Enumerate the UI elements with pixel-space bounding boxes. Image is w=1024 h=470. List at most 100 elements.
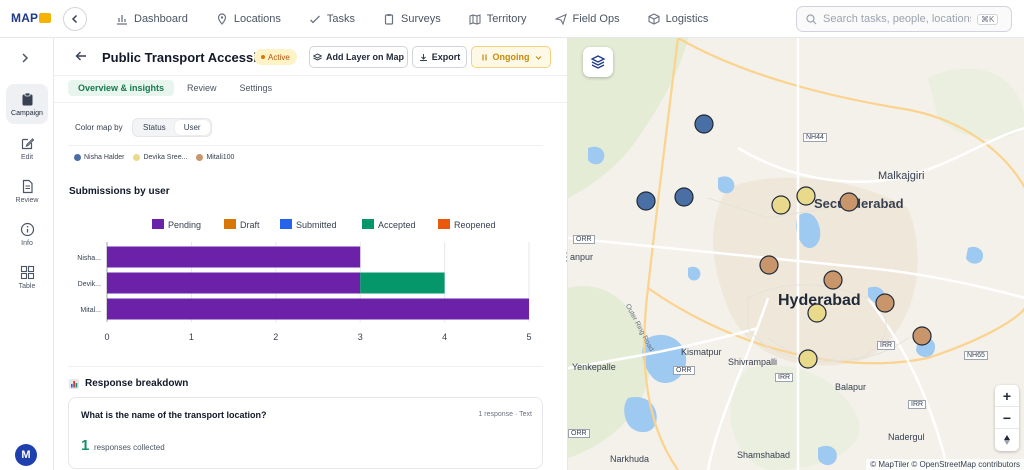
expand-rail-button[interactable] <box>19 52 31 67</box>
panel-resize-handle[interactable] <box>563 250 570 264</box>
nav-territory[interactable]: Territory <box>469 13 527 25</box>
bar-segment <box>107 298 529 320</box>
panel-tabs: Overview & insights Review Settings <box>68 80 282 96</box>
y-tick-label: Mital... <box>80 307 101 314</box>
edit-icon <box>21 137 34 149</box>
back-arrow-button[interactable] <box>75 50 87 65</box>
map-marker-mitali[interactable] <box>912 326 932 346</box>
map-label: Narkhuda <box>610 454 650 464</box>
map-marker-nisha[interactable] <box>674 187 694 207</box>
status-badge: Active <box>254 49 297 65</box>
bar-chart-icon <box>117 15 127 25</box>
add-layer-button[interactable]: Add Layer on Map <box>309 46 408 68</box>
map-label: anpur <box>570 252 594 262</box>
layers-icon <box>312 52 322 61</box>
layers-icon <box>590 55 606 69</box>
road-shield: NH65 <box>964 351 988 360</box>
map-label: Malkajgiri <box>878 170 925 182</box>
color-map-user-option[interactable]: User <box>174 120 210 135</box>
clipboard-icon <box>22 92 32 105</box>
page-title: Public Transport Accessib... <box>102 50 276 65</box>
x-tick-label: 0 <box>104 332 109 342</box>
nav-logistics[interactable]: Logistics <box>648 13 708 25</box>
global-search[interactable]: ⌘K <box>796 6 1012 32</box>
map-label: Hyderabad <box>778 292 861 309</box>
submissions-title: Submissions by user <box>69 186 170 197</box>
map-marker-mitali[interactable] <box>759 255 779 275</box>
search-shortcut: ⌘K <box>977 13 999 25</box>
tab-overview[interactable]: Overview & insights <box>68 80 175 96</box>
legend-label: Reopened <box>454 220 496 230</box>
map-marker-mitali[interactable] <box>839 192 859 212</box>
nav-locations[interactable]: Locations <box>216 13 281 25</box>
tab-settings[interactable]: Settings <box>239 83 273 93</box>
divider <box>54 102 567 103</box>
road-shield: ORR <box>573 235 595 244</box>
user-legend-item: Mitali100 <box>196 154 234 161</box>
marker-layer <box>636 114 932 369</box>
color-map-label: Color map by <box>75 123 123 132</box>
map-label: Shivrampalli <box>728 357 778 367</box>
map-label: Secunderabad <box>814 196 904 211</box>
app-logo[interactable]: MAP <box>11 11 52 25</box>
legend-label: Draft <box>240 220 260 230</box>
bar-chart-icon <box>69 378 79 389</box>
question-card[interactable]: What is the name of the transport locati… <box>68 397 543 469</box>
phase-dropdown[interactable]: Ongoing <box>471 46 551 68</box>
nav-surveys[interactable]: Surveys <box>383 13 441 25</box>
reset-north-button[interactable] <box>995 429 1019 451</box>
legend-swatch <box>280 219 292 229</box>
nav-dashboard[interactable]: Dashboard <box>116 13 188 25</box>
legend-label: Submitted <box>296 220 337 230</box>
map-marker-nisha[interactable] <box>694 114 714 134</box>
question-text: What is the name of the transport locati… <box>81 410 267 420</box>
download-icon <box>419 53 427 61</box>
user-color-dot <box>133 154 141 161</box>
x-tick-label: 1 <box>189 332 194 342</box>
bar-segment <box>107 272 361 294</box>
map-marker-mitali[interactable] <box>875 293 895 313</box>
grid-icon <box>20 265 34 279</box>
nav-field-ops[interactable]: Field Ops <box>554 13 620 25</box>
question-meta: 1 response · Text <box>478 411 532 418</box>
rail-item-review[interactable]: Review <box>6 171 48 211</box>
map-zoom-controls: + − <box>995 385 1019 451</box>
legend-swatch <box>438 219 450 229</box>
panel-header: Public Transport Accessib... Active Add … <box>54 38 567 76</box>
legend-label: Pending <box>168 220 201 230</box>
chevron-right-icon <box>22 53 29 63</box>
arrow-left-icon <box>75 51 86 61</box>
rail-item-edit[interactable]: Edit <box>6 128 48 168</box>
tab-review[interactable]: Review <box>187 83 217 93</box>
map-marker-mitali[interactable] <box>823 270 843 290</box>
zoom-in-button[interactable]: + <box>995 385 1019 407</box>
map-layers-button[interactable] <box>583 47 613 77</box>
map-attribution[interactable]: © MapTiler © OpenStreetMap contributors <box>866 459 1024 470</box>
zoom-out-button[interactable]: − <box>995 407 1019 429</box>
map-marker-devika[interactable] <box>796 186 816 206</box>
map-view[interactable]: Secunderabad Hyderabad Malkajgiri Kismat… <box>567 38 1024 470</box>
rail-item-campaign[interactable]: Campaign <box>6 84 48 124</box>
map-base <box>568 38 1024 470</box>
map-marker-devika[interactable] <box>771 195 791 215</box>
submissions-chart: Pending Draft Submitted Accepted Reopened 0 1 2… <box>77 219 532 342</box>
map-label: Kismatpur <box>681 347 722 357</box>
bar-segment <box>360 272 445 294</box>
search-input[interactable] <box>823 13 971 25</box>
status-dot <box>261 55 265 59</box>
color-map-status-option[interactable]: Status <box>143 123 166 132</box>
map-marker-nisha[interactable] <box>636 191 656 211</box>
response-breakdown-title: Response breakdown <box>69 378 188 389</box>
rail-item-table[interactable]: Table <box>6 257 48 297</box>
road-shield: ORR <box>568 429 590 438</box>
y-tick-label: Nisha... <box>77 255 101 262</box>
rail-item-info[interactable]: Info <box>6 214 48 254</box>
x-tick-label: 5 <box>526 332 531 342</box>
nav-tasks[interactable]: Tasks <box>309 13 355 25</box>
map-marker-devika[interactable] <box>807 303 827 323</box>
map-label: Yenkepalle <box>572 362 616 372</box>
back-button[interactable] <box>63 7 87 31</box>
export-button[interactable]: Export <box>412 46 467 68</box>
map-marker-devika[interactable] <box>798 349 818 369</box>
avatar[interactable]: M <box>15 444 37 466</box>
